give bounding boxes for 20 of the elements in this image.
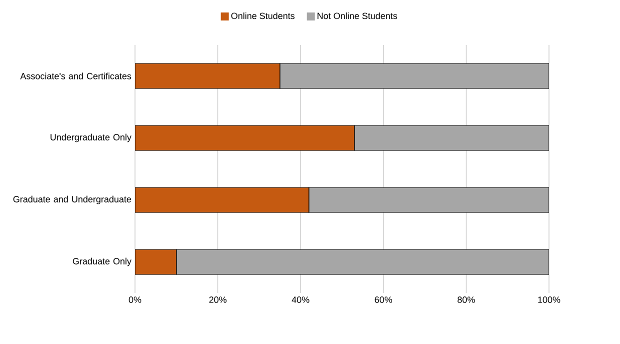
x-tick-label: 20% <box>209 296 226 303</box>
y-tick-label: Associate's and Certificates <box>20 72 132 80</box>
y-tick-label: Graduate Only <box>72 258 132 266</box>
x-tick-label: 40% <box>292 296 310 303</box>
x-tick-label: 0% <box>128 296 142 303</box>
bar <box>354 125 549 151</box>
bar <box>176 249 549 275</box>
bar <box>135 63 280 89</box>
x-tick-label: 80% <box>458 296 475 303</box>
bar <box>135 187 310 213</box>
bar <box>135 249 177 275</box>
legend-label: Not Online Students <box>318 12 398 20</box>
y-tick-label: Undergraduate Only <box>50 134 132 142</box>
legend-label: Online Students <box>231 12 295 20</box>
bar <box>135 125 355 151</box>
bar <box>280 63 549 89</box>
y-tick-label: Graduate and Undergraduate <box>13 196 132 204</box>
x-tick-label: 60% <box>374 296 392 303</box>
x-tick-label: 100% <box>538 296 560 303</box>
bar <box>308 187 549 213</box>
